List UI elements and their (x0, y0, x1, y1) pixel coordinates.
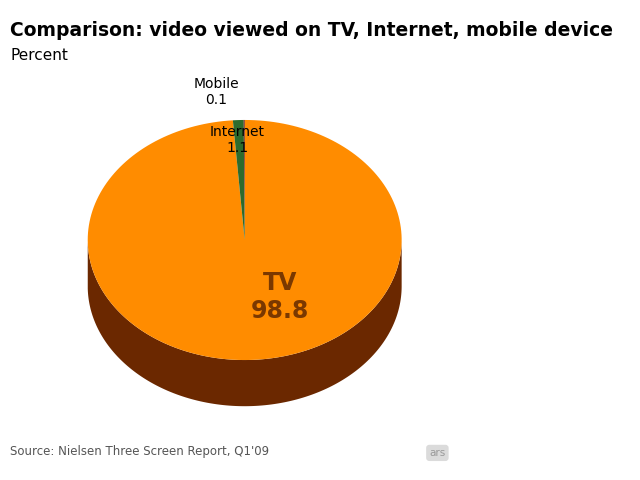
Polygon shape (88, 241, 402, 406)
Text: ars: ars (429, 448, 445, 458)
Polygon shape (233, 120, 244, 240)
Text: Percent: Percent (10, 48, 68, 63)
Text: Mobile
0.1: Mobile 0.1 (194, 77, 239, 108)
Polygon shape (88, 120, 402, 360)
Text: TV
98.8: TV 98.8 (251, 271, 310, 323)
Text: Comparison: video viewed on TV, Internet, mobile device: Comparison: video viewed on TV, Internet… (10, 21, 613, 40)
Text: Internet
1.1: Internet 1.1 (210, 125, 265, 155)
Text: Source: Nielsen Three Screen Report, Q1'09: Source: Nielsen Three Screen Report, Q1'… (10, 445, 269, 458)
